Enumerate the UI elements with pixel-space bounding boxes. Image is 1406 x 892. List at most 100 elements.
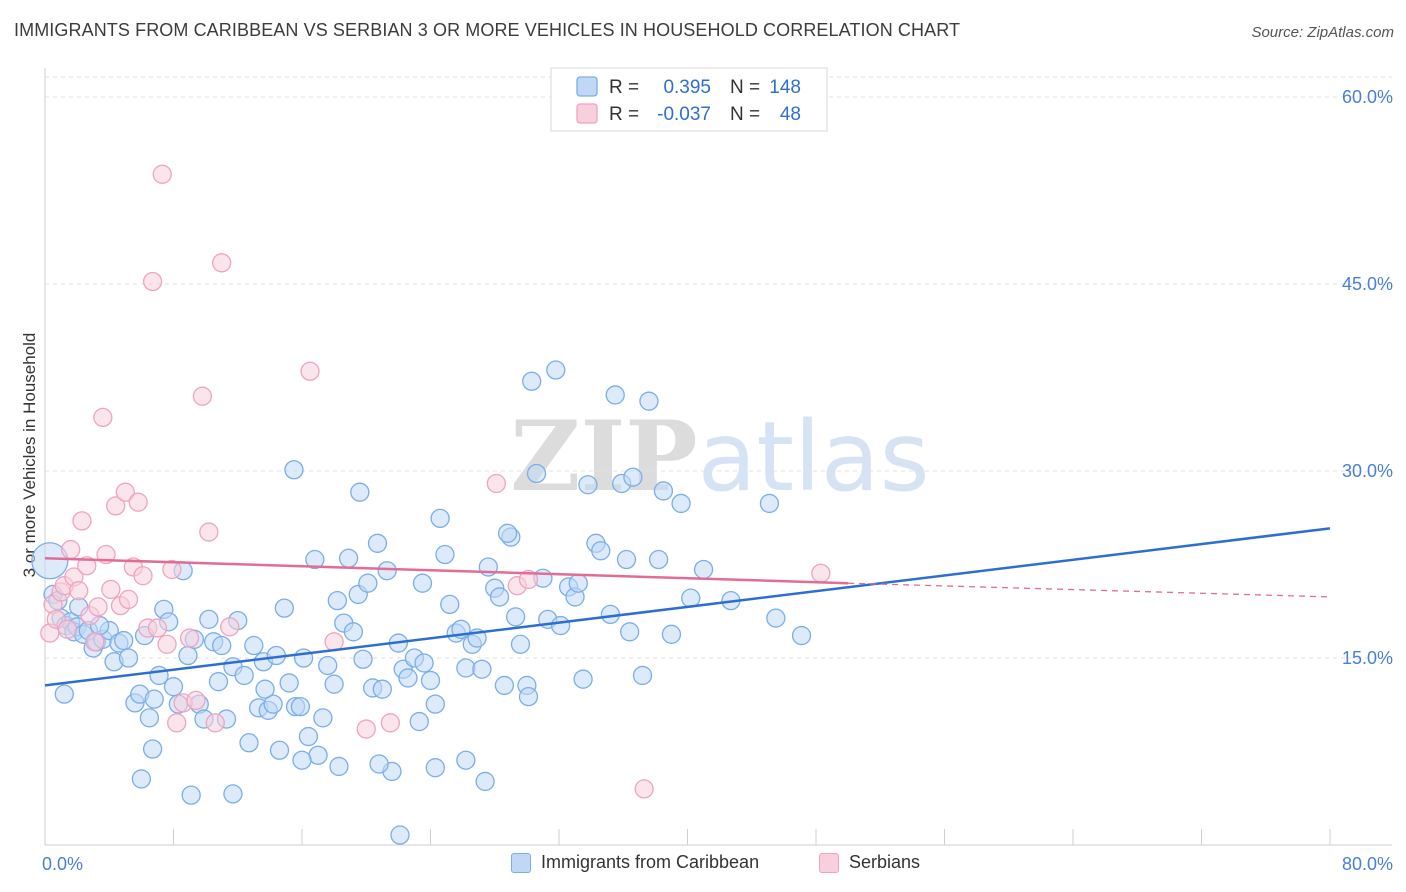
y-tick-label: 45.0% [1342,274,1393,294]
caribbean-point [573,669,593,689]
legend-label-caribbean: Immigrants from Caribbean [541,852,760,872]
source-label: Source: ZipAtlas.com [1251,24,1394,41]
caribbean-point [144,689,164,709]
serbian-point [380,713,400,733]
caribbean-point [526,463,547,484]
caribbean-point [653,481,674,501]
caribbean-point [522,371,542,391]
legend-item-caribbean[interactable]: Immigrants from Caribbean [511,852,759,873]
serbian-trend-extension [848,582,1331,598]
caribbean-point [293,648,314,668]
caribbean-point [54,684,74,704]
caribbean-point [639,391,659,411]
caribbean-point [199,609,219,630]
x-tick-label: 0.0% [42,854,83,874]
caribbean-point [409,711,429,732]
serbian-point [167,713,187,733]
serbian-point [157,634,177,654]
caribbean-point [420,670,441,691]
caribbean-point [456,750,476,770]
stats-r-value: -0.037 [657,104,711,125]
bottom-legend: Immigrants from Caribbean Serbians [0,852,1406,878]
legend-swatch-caribbean [511,852,531,873]
serbian-point [142,271,163,292]
caribbean-point [681,588,701,608]
stats-legend-swatch [576,103,598,124]
caribbean-point [298,726,319,747]
serbian-point [77,556,97,576]
caribbean-point [425,758,445,778]
stats-legend-swatch [576,76,598,97]
caribbean-trend-line [44,527,1331,687]
y-tick-label: 30.0% [1342,461,1393,481]
legend-item-serbians[interactable]: Serbians [819,852,920,873]
serbian-point [192,386,213,406]
caribbean-point [114,630,134,651]
serbian-point [212,253,232,273]
caribbean-point [318,655,338,676]
caribbean-point [358,573,378,593]
caribbean-point [435,544,455,565]
serbian-points [40,164,831,799]
caribbean-point [550,615,571,636]
caribbean-point [343,622,364,642]
caribbean-point [290,696,311,717]
stats-n-label: N = [730,77,760,98]
caribbean-point [390,825,410,845]
serbian-point [186,690,206,711]
stats-r-label: R = [609,104,639,125]
caribbean-point [234,665,254,686]
watermark: ZIPatlas [510,400,929,513]
caribbean-point [425,694,445,714]
caribbean-point [142,739,163,759]
serbian-point [199,522,219,542]
caribbean-point [648,549,669,570]
caribbean-point [620,622,640,642]
caribbean-point [178,645,198,666]
legend-swatch-serbians [819,852,839,873]
caribbean-point [759,493,780,514]
legend-label-serbians: Serbians [849,852,921,872]
serbian-point [205,713,225,733]
caribbean-point [671,493,691,514]
caribbean-point [510,634,531,654]
caribbean-point [632,665,653,686]
serbian-point [220,617,240,637]
caribbean-point [475,771,495,792]
serbian-point [133,566,153,586]
serbian-point [88,597,108,617]
caribbean-point [456,658,476,678]
caribbean-point [284,460,304,480]
caribbean-point [412,573,433,593]
caribbean-point [292,750,312,770]
serbian-point [72,511,92,531]
caribbean-points [31,360,812,845]
caribbean-point [263,694,283,714]
caribbean-point [616,549,637,570]
caribbean-point [489,587,510,607]
serbian-point [85,632,105,652]
caribbean-point [494,675,515,696]
caribbean-point [131,769,152,789]
serbian-point [486,473,507,494]
caribbean-point [497,523,518,543]
chart-title: IMMIGRANTS FROM CARIBBEAN VS SERBIAN 3 O… [14,20,961,40]
caribbean-point [472,659,492,679]
caribbean-point [367,533,388,553]
caribbean-point [353,649,373,669]
caribbean-point [398,668,418,688]
serbian-point [300,361,320,381]
caribbean-point [623,467,643,487]
serbian-point [634,779,654,799]
caribbean-point [255,679,275,699]
stats-n-value: 148 [769,77,801,98]
caribbean-point [591,541,611,561]
caribbean-point [414,653,434,673]
serbian-point [518,569,539,590]
serbian-trend-line [44,557,849,585]
caribbean-point [546,360,566,380]
caribbean-point [308,745,328,765]
serbian-point [106,496,126,516]
caribbean-point [329,756,349,777]
